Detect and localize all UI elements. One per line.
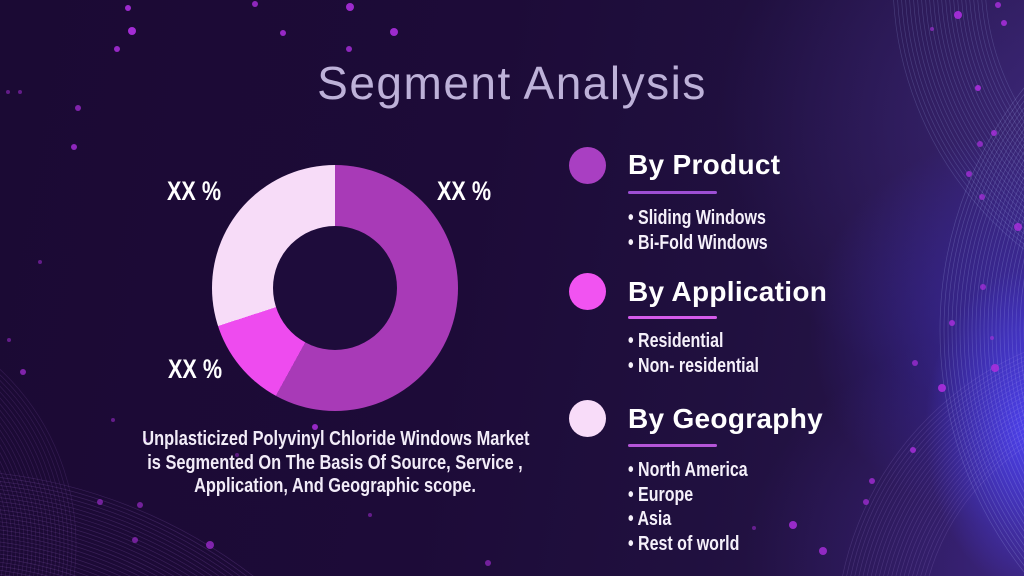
- section-underline-product: [628, 191, 717, 194]
- section-underline-geography: [628, 444, 717, 447]
- bullet-item: Rest of world: [628, 532, 748, 557]
- section-title-product: By Product: [628, 149, 781, 180]
- page-title: Segment Analysis: [317, 57, 707, 109]
- chart-label-product: XX %: [437, 176, 492, 206]
- caption-line: is Segmented On The Basis Of Source, Ser…: [147, 451, 523, 474]
- caption-line: Application, And Geographic scope.: [194, 475, 476, 497]
- section-list-application: ResidentialNon- residential: [628, 329, 759, 378]
- bullet-item: Europe: [628, 483, 748, 508]
- chart-label-geography: XX %: [167, 176, 222, 206]
- chart-label-application: XX %: [168, 354, 223, 384]
- section-list-geography: North AmericaEuropeAsiaRest of world: [628, 458, 748, 557]
- bullet-item: Non- residential: [628, 354, 759, 379]
- bullet-item: Sliding Windows: [628, 206, 768, 231]
- legend-swatch-product: [569, 147, 606, 184]
- section-title-application: By Application: [628, 276, 828, 307]
- legend-swatch-application: [569, 273, 606, 310]
- bullet-item: Asia: [628, 507, 748, 532]
- section-list-product: Sliding WindowsBi-Fold Windows: [628, 206, 768, 255]
- section-title-geography: By Geography: [628, 403, 823, 434]
- chart-caption: Unplasticized Polyvinyl Chloride Windows…: [100, 428, 570, 499]
- donut-chart: [212, 165, 458, 411]
- bullet-item: North America: [628, 458, 748, 483]
- legend-swatch-geography: [569, 400, 606, 437]
- bullet-item: Residential: [628, 329, 759, 354]
- donut-hole: [273, 226, 397, 350]
- section-underline-application: [628, 316, 717, 319]
- bullet-item: Bi-Fold Windows: [628, 231, 768, 256]
- caption-line: Unplasticized Polyvinyl Chloride Windows…: [142, 428, 530, 450]
